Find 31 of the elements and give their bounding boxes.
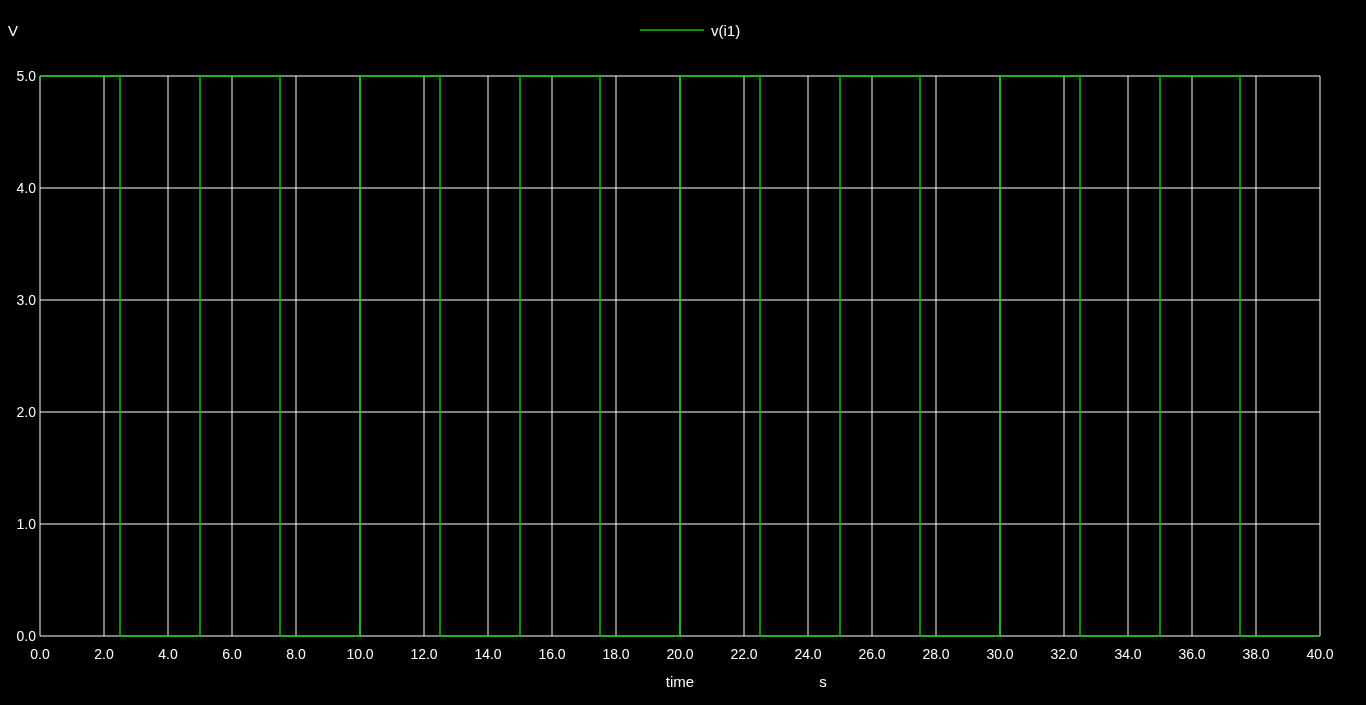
x-tick-label: 38.0 [1242,646,1270,662]
x-tick-label: 30.0 [986,646,1014,662]
x-tick-label: 8.0 [286,646,306,662]
x-tick-label: 36.0 [1178,646,1206,662]
x-tick-label: 6.0 [222,646,242,662]
x-tick-label: 10.0 [346,646,374,662]
x-tick-label: 28.0 [922,646,950,662]
x-tick-label: 2.0 [94,646,114,662]
y-axis-title: V [8,22,19,39]
x-tick-label: 40.0 [1306,646,1334,662]
x-axis-title: time [665,673,695,690]
x-tick-label: 24.0 [794,646,822,662]
y-tick-label: 1.0 [16,516,37,532]
x-tick-label: 16.0 [538,646,566,662]
y-tick-label: 3.0 [16,292,37,308]
x-tick-label: 4.0 [158,646,178,662]
x-tick-label: 12.0 [410,646,438,662]
y-tick-label: 0.0 [16,628,37,644]
y-tick-label: 2.0 [16,404,37,420]
x-tick-label: 14.0 [474,646,502,662]
x-tick-label: 18.0 [602,646,630,662]
x-tick-label: 0.0 [30,646,50,662]
x-tick-label: 22.0 [730,646,758,662]
x-tick-label: 32.0 [1050,646,1078,662]
x-tick-label: 26.0 [858,646,886,662]
y-tick-label: 5.0 [16,68,37,84]
x-tick-label: 34.0 [1114,646,1142,662]
text: s [819,673,827,690]
legend-label: v(i1) [711,22,741,39]
y-tick-label: 4.0 [16,180,37,196]
x-tick-label: 20.0 [666,646,694,662]
